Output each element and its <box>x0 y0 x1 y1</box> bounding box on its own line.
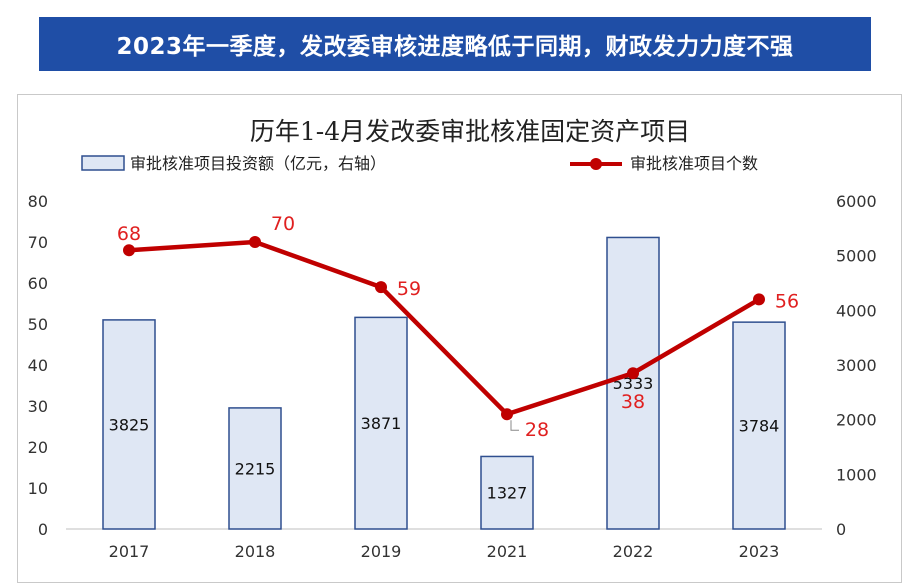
line-value-label: 59 <box>397 278 421 300</box>
line-point <box>627 367 639 380</box>
left-tick-label: 50 <box>28 315 48 334</box>
line-value-label: 70 <box>271 213 295 235</box>
page-banner: 2023年一季度，发改委审核进度略低于同期，财政发力力度不强 <box>39 17 871 71</box>
legend-line-label: 审批核准项目个数 <box>630 154 758 173</box>
line-value-label: 28 <box>525 419 549 441</box>
right-axis: 0 1000 2000 3000 4000 5000 6000 <box>836 192 877 539</box>
line-point <box>249 236 261 248</box>
bar <box>606 236 660 530</box>
right-tick-label: 1000 <box>836 465 877 484</box>
bar <box>228 407 282 530</box>
banner-title: 2023年一季度，发改委审核进度略低于同期，财政发力力度不强 <box>116 34 794 60</box>
left-tick-label: 20 <box>28 438 48 457</box>
right-tick-label: 6000 <box>836 192 877 211</box>
chart-title: 历年1-4月发改委审批核准固定资产项目 <box>250 117 690 146</box>
line-point <box>375 281 387 294</box>
legend-bar-label: 审批核准项目投资额（亿元，右轴） <box>130 154 386 173</box>
label-leader-line <box>510 420 519 431</box>
x-tick-label: 2023 <box>739 542 780 561</box>
bar <box>480 455 534 530</box>
bar <box>732 321 786 530</box>
bar-series: 3825 2215 3871 1327 5333 3784 <box>102 236 786 530</box>
x-tick-label: 2022 <box>613 542 654 561</box>
line-point <box>501 408 513 421</box>
x-tick-label: 2017 <box>109 542 150 561</box>
left-tick-label: 80 <box>28 192 48 211</box>
right-tick-label: 4000 <box>836 301 877 320</box>
series-line <box>128 239 761 417</box>
line-value-label: 68 <box>117 223 141 245</box>
line-point <box>753 293 765 306</box>
bar <box>102 319 156 530</box>
bar-value-label: 1327 <box>487 484 528 503</box>
legend: 审批核准项目投资额（亿元，右轴） 审批核准项目个数 <box>81 154 758 173</box>
bar-value-label: 3784 <box>739 417 780 436</box>
line-value-label: 38 <box>621 391 645 413</box>
left-tick-label: 40 <box>28 356 48 375</box>
x-tick-label: 2021 <box>487 542 528 561</box>
right-tick-label: 2000 <box>836 411 877 430</box>
right-tick-label: 0 <box>836 520 846 539</box>
bar-value-label: 3871 <box>361 414 402 433</box>
line-point <box>123 244 135 257</box>
bar-value-label: 2215 <box>235 459 276 478</box>
left-tick-label: 30 <box>28 397 48 416</box>
left-tick-label: 70 <box>28 233 48 252</box>
left-tick-label: 60 <box>28 274 48 293</box>
bar <box>354 316 408 530</box>
legend-bar-swatch <box>81 155 125 171</box>
x-tick-label: 2019 <box>361 542 402 561</box>
x-tick-label: 2018 <box>235 542 276 561</box>
legend-line-marker <box>590 158 602 170</box>
left-tick-label: 10 <box>28 479 48 498</box>
line-value-label: 56 <box>775 290 799 312</box>
right-tick-label: 3000 <box>836 356 877 375</box>
bar-value-label: 5333 <box>613 374 654 393</box>
x-axis: 2017 2018 2019 2021 2022 2023 <box>109 542 780 561</box>
right-tick-label: 5000 <box>836 247 877 266</box>
left-axis: 0 10 20 30 40 50 60 70 80 <box>28 192 48 539</box>
line-series: 68 70 59 28 38 56 <box>117 213 799 441</box>
left-tick-label: 0 <box>38 520 48 539</box>
bar-value-label: 3825 <box>109 415 150 434</box>
